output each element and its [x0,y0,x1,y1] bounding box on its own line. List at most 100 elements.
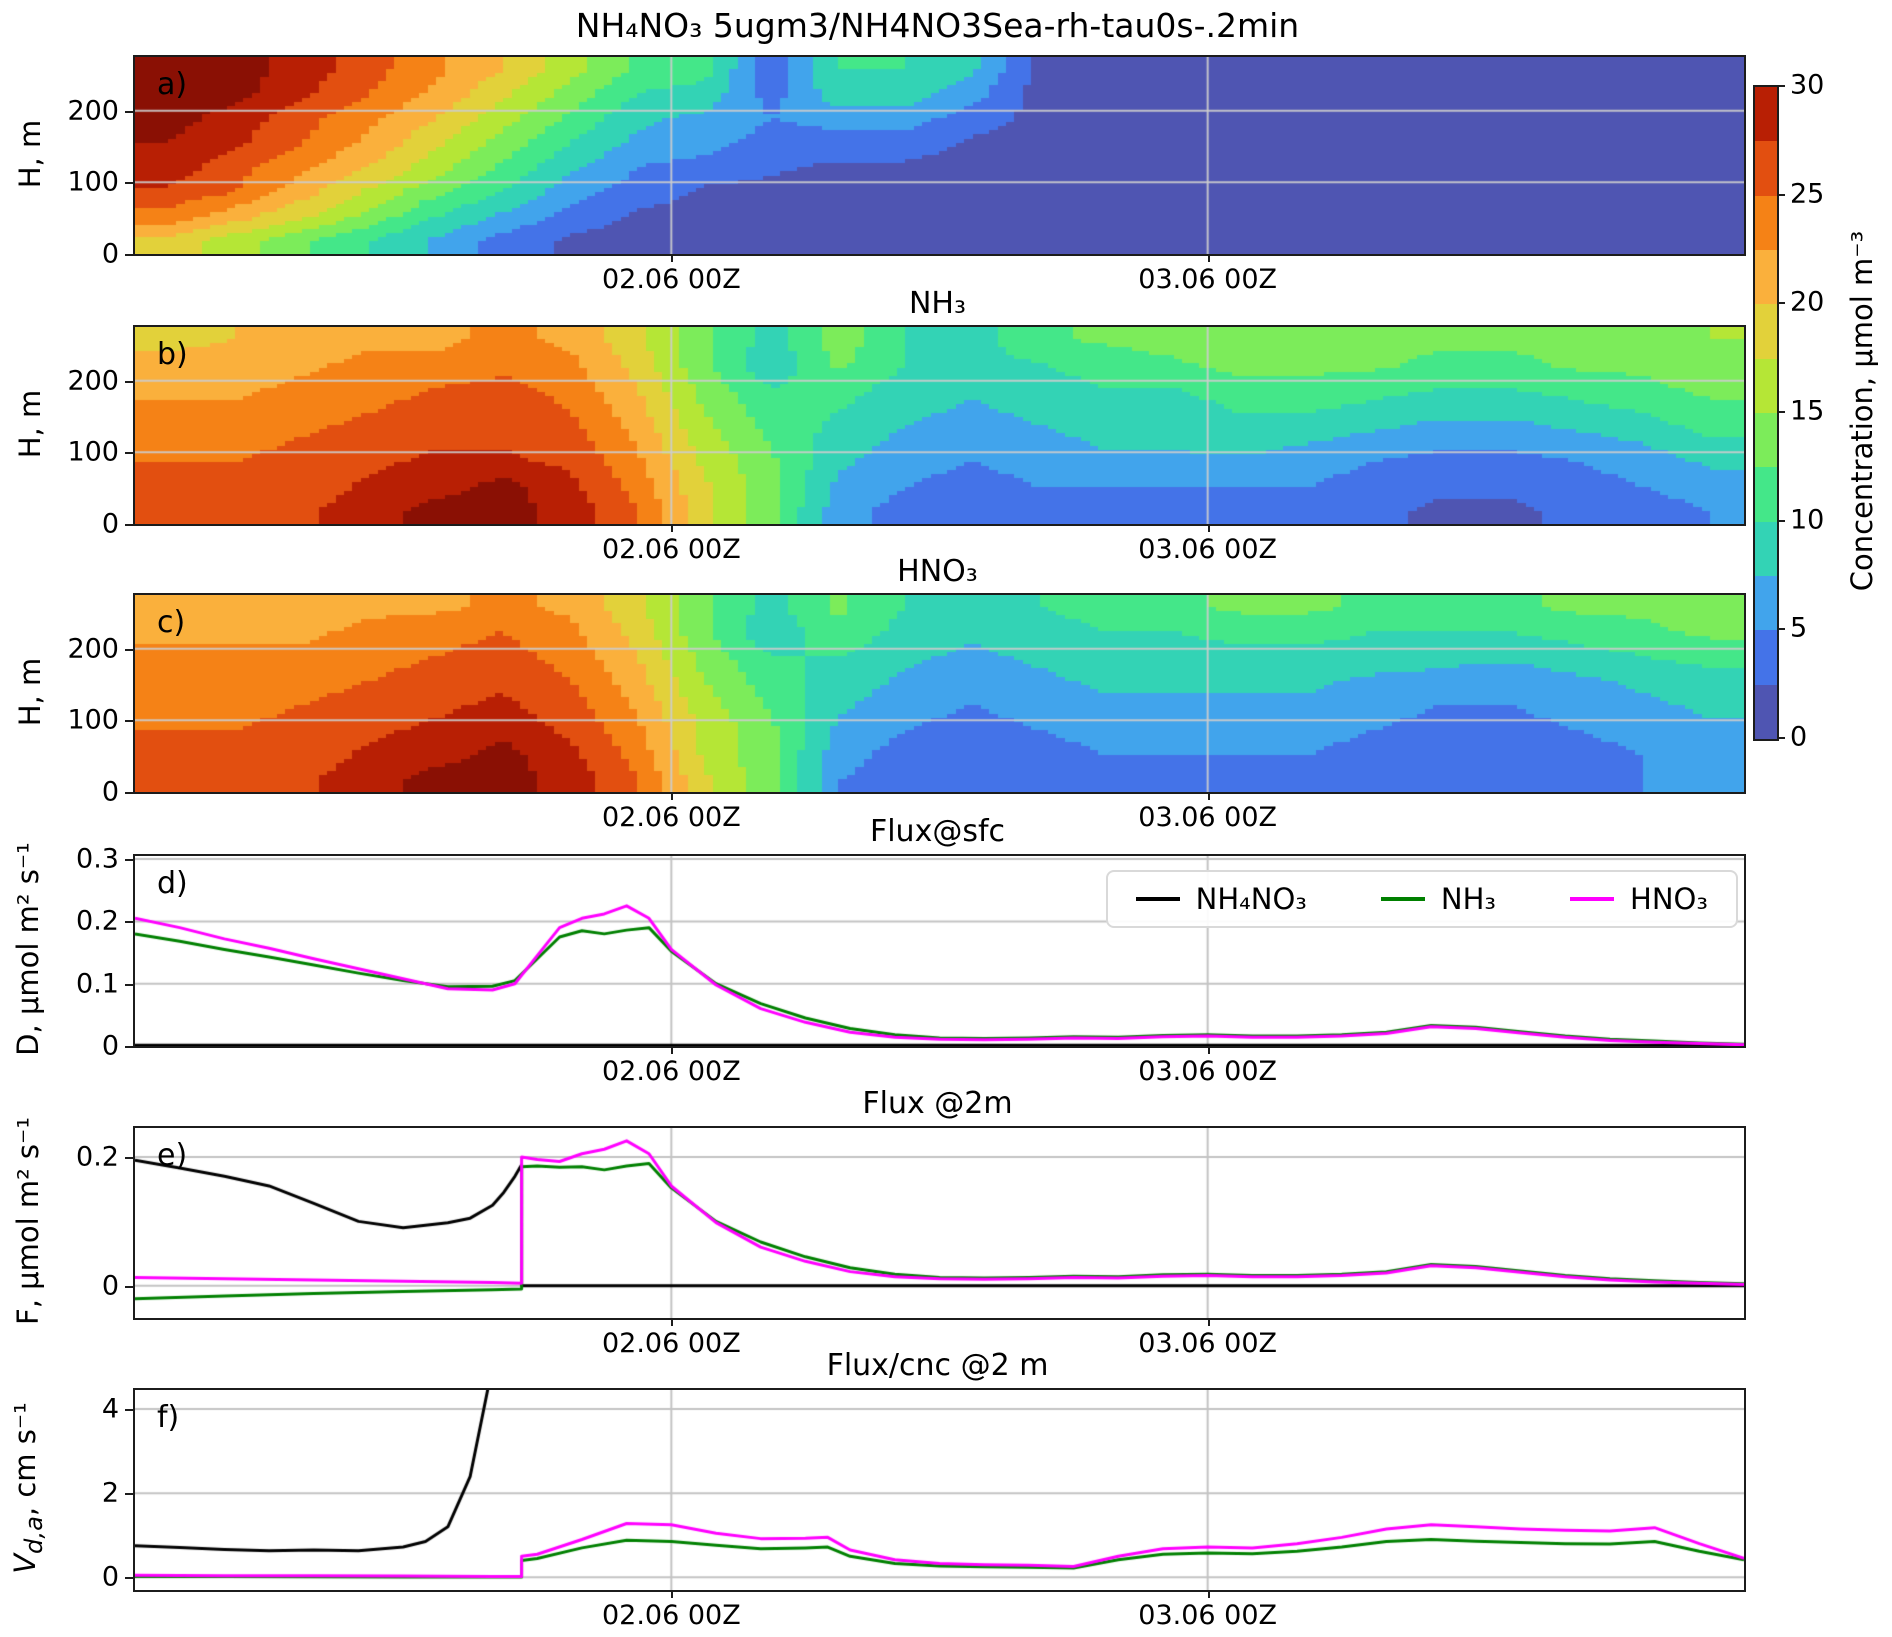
y-tick-label: 100 [67,704,119,736]
colorbar-band [1755,684,1777,739]
colorbar-tick-label: 0 [1790,721,1808,753]
x-tick-mark [671,524,674,532]
x-tick-mark [671,792,674,800]
y-tick-mark [125,1408,133,1411]
colorbar [1753,85,1779,741]
panel-b-heatmap: b) 02.06 00Z 03.06 00Z 0 100 200 [67,325,1746,565]
legend-label: NH₃ [1440,882,1497,916]
y-tick-label: 0.2 [76,905,119,937]
panel-d-ylabel: D, μmol m² s⁻¹ [11,842,45,1056]
colorbar-tick-mark [1777,411,1785,413]
y-tick-mark [125,1285,133,1288]
legend-line-swatch [1380,897,1425,901]
heatmap-c-canvas [135,595,1744,792]
colorbar-tick-label: 15 [1790,395,1825,427]
legend-label: NH₄NO₃ [1195,882,1307,916]
y-tick-label: 0 [101,776,119,808]
y-tick-mark [125,1156,133,1159]
panel-b-letter: b) [157,337,188,372]
x-tick-mark [1207,792,1210,800]
colorbar-tick-mark [1777,302,1785,305]
y-tick-label: 200 [67,633,119,665]
x-tick-mark [671,1590,674,1598]
x-tick-label: 02.06 00Z [601,1328,741,1359]
panel-d-letter: d) [157,866,188,901]
colorbar-tick-label: 30 [1790,69,1825,101]
panel-a-letter: a) [157,67,188,102]
y-tick-mark [125,648,133,651]
y-tick-label: 0 [101,1030,119,1062]
panel-f-ylabel-rest: , cm s⁻¹ [8,1402,43,1517]
y-tick-label: 200 [67,95,119,127]
colorbar-tick-label: 10 [1790,504,1825,536]
y-tick-label: 0 [101,238,119,270]
y-tick-mark [125,1577,133,1580]
legend-item: NH₃ [1380,882,1497,916]
colorbar-band [1755,250,1777,305]
heatmap-b-canvas [135,327,1744,524]
y-tick-mark [125,859,133,862]
colorbar-band [1755,304,1777,359]
x-tick-mark [1207,254,1210,262]
x-tick-label: 03.06 00Z [1138,1600,1278,1631]
heatmap-a-canvas [135,57,1744,254]
colorbar-tick-mark [1777,628,1785,631]
legend-line-swatch [1135,897,1180,901]
panel-c-title: HNO₃ [897,554,978,589]
panel-c-ylabel: H, m [13,657,47,727]
y-tick-label: 0.2 [76,1141,119,1173]
y-tick-mark [125,720,133,723]
panel-a-heatmap: a) 02.06 00Z 03.06 00Z 0 100 200 [67,55,1746,295]
y-tick-label: 0 [101,508,119,540]
colorbar-band [1755,521,1777,577]
colorbar-band [1755,413,1777,468]
y-tick-mark [125,254,133,256]
x-tick-label: 02.06 00Z [601,534,741,565]
panel-a-ylabel: H, m [13,119,47,189]
colorbar-band [1755,141,1777,196]
colorbar-band [1755,576,1777,631]
panel-f-line-chart: f) 02.06 00Z 03.06 00Z 0 2 4 [102,1388,1746,1631]
x-tick-mark [671,1046,674,1054]
y-tick-label: 0 [101,1561,119,1593]
x-tick-label: 02.06 00Z [601,1600,741,1631]
x-tick-label: 02.06 00Z [601,802,741,833]
y-tick-mark [125,921,133,924]
x-tick-mark [671,254,674,262]
y-tick-mark [125,110,133,113]
colorbar-tick-label: 25 [1790,178,1825,210]
x-tick-label: 02.06 00Z [601,1056,741,1087]
line-chart-e-canvas [135,1128,1744,1318]
panel-f-ylabel: Vd,a, cm s⁻¹ [8,1402,48,1574]
colorbar-tick-mark [1777,519,1785,522]
colorbar-label: Concentration, μmol m⁻³ [1845,230,1879,592]
colorbar-band [1755,87,1777,142]
panel-e-line-chart: e) 02.06 00Z 03.06 00Z 0 0.2 [76,1126,1746,1359]
x-tick-mark [1207,1046,1210,1054]
x-tick-label: 03.06 00Z [1138,802,1278,833]
panel-d-title: Flux@sfc [869,814,1006,849]
panel-b-ylabel: H, m [13,389,47,459]
panel-d-line-chart: d) NH₄NO₃ NH₃ HNO₃ 02.06 00Z 03.06 00Z 0 0.1 0… [76,844,1746,1087]
y-tick-label: 2 [101,1477,119,1509]
colorbar-band [1755,467,1777,522]
panel-f-title: Flux/cnc @2 m [826,1348,1049,1383]
x-tick-mark [1207,1590,1210,1598]
legend: NH₄NO₃ NH₃ HNO₃ [1105,870,1738,928]
panel-f-letter: f) [157,1400,180,1435]
y-tick-label: 0.1 [76,968,119,1000]
y-tick-label: 100 [67,166,119,198]
legend-item: HNO₃ [1570,882,1708,916]
x-tick-label: 03.06 00Z [1138,1056,1278,1087]
legend-line-swatch [1570,897,1615,901]
x-tick-mark [1207,524,1210,532]
colorbar-tick-mark [1777,737,1785,739]
colorbar-tick-mark [1777,193,1785,196]
y-tick-mark [125,792,133,794]
y-tick-label: 200 [67,365,119,397]
colorbar-band [1755,358,1777,414]
x-tick-label: 03.06 00Z [1138,264,1278,295]
panel-c-heatmap: c) 02.06 00Z 03.06 00Z 0 100 200 [67,593,1746,833]
y-tick-mark [125,380,133,383]
